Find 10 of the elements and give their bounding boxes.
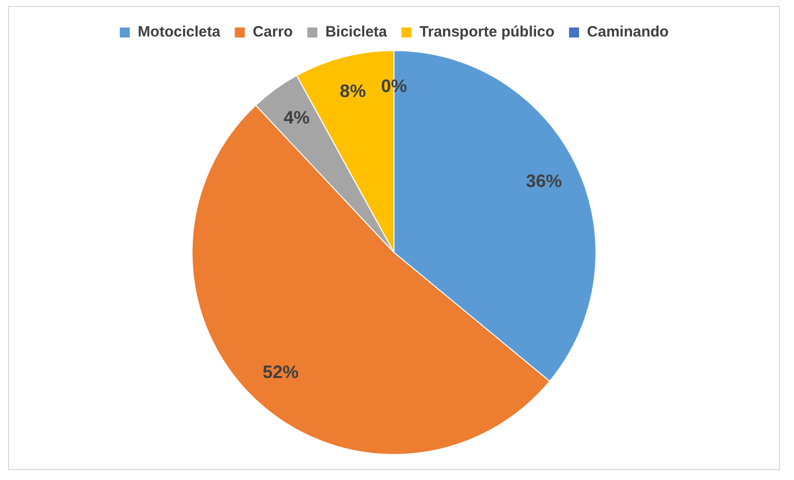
legend-label: Carro (252, 24, 293, 41)
legend-label: Transporte público (420, 24, 555, 41)
data-label: 52% (262, 362, 299, 382)
data-label: 8% (340, 81, 366, 102)
legend-label: Caminando (587, 24, 669, 41)
data-label: 36% (526, 170, 562, 191)
text: 0% (380, 76, 408, 96)
legend-label: Motocicleta (138, 24, 221, 41)
legend-label: Bicicleta (325, 24, 388, 41)
data-label: 4% (284, 107, 310, 128)
